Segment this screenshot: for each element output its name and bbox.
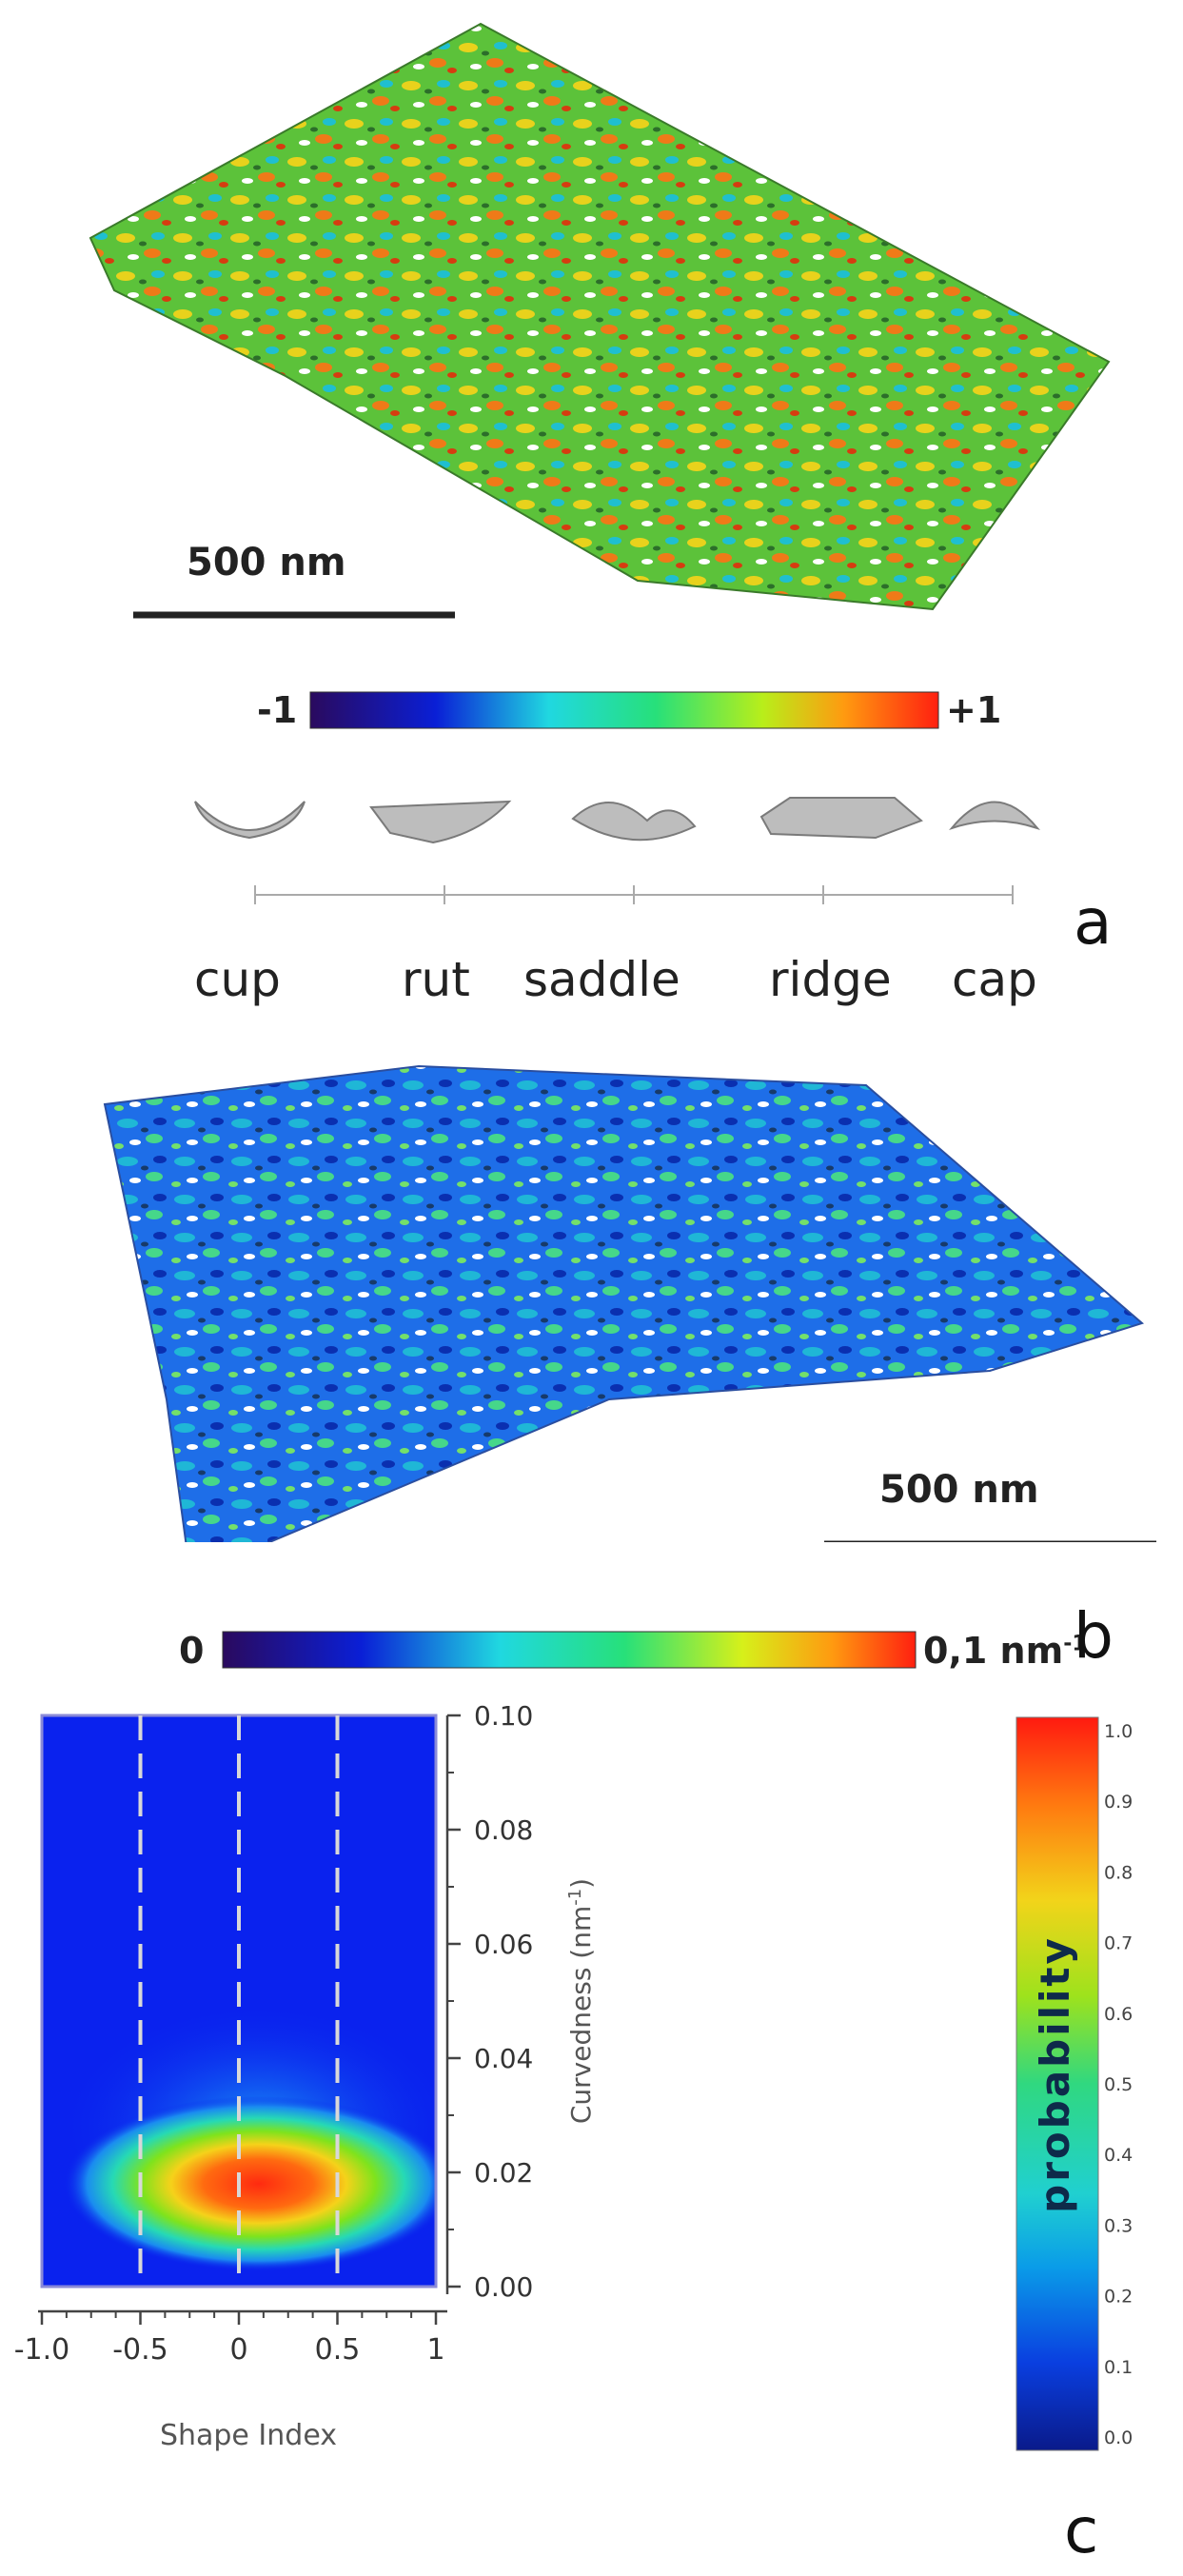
- y-axis-label: Curvedness (nm-1): [565, 1878, 597, 2124]
- colorbar-b-max-sup: -1: [1063, 1632, 1087, 1656]
- colorbar-tick-label: 1.0: [1104, 1721, 1133, 1742]
- shape-label-ridge: ridge: [769, 952, 892, 1007]
- panel-a-graphics: [89, 22, 1111, 904]
- y-tick-label: 0.08: [474, 1814, 533, 1846]
- shape-label-rut: rut: [402, 952, 470, 1007]
- panel-letter-b: b: [1074, 1599, 1114, 1673]
- shape-icons: [194, 797, 1040, 844]
- colorbar-tick-label: 0.4: [1104, 2145, 1133, 2166]
- y-tick-label: 0.10: [474, 1700, 533, 1732]
- colorbar-a-max: +1: [946, 689, 1002, 731]
- ridge-icon: [759, 797, 923, 840]
- scalebar-a-label: 500 nm: [187, 541, 346, 585]
- x-tick-label: 0: [229, 2333, 247, 2367]
- panel-letter-a: a: [1074, 885, 1113, 959]
- x-axis-label: Shape Index: [160, 2419, 337, 2452]
- probability-colorbar: [1015, 1716, 1099, 2451]
- colorbar-tick-label: 0.6: [1104, 2004, 1133, 2025]
- colorbar-tick-label: 0.7: [1104, 1933, 1133, 1954]
- colorbar-a-min: -1: [257, 689, 298, 731]
- y-tick-label: 0.00: [474, 2271, 533, 2303]
- panel-letter-c: c: [1064, 2494, 1099, 2567]
- colorbar-b: [222, 1631, 917, 1669]
- saddle-icon: [571, 802, 697, 842]
- cup-icon: [194, 801, 306, 840]
- y-tick-label: 0.02: [474, 2157, 533, 2189]
- colorbar-tick-label: 0.3: [1104, 2215, 1133, 2236]
- colorbar-a: [309, 691, 939, 729]
- heatmap-area: [42, 1715, 436, 2287]
- y-tick-label: 0.06: [474, 1929, 533, 1960]
- colorbar-tick-label: 0.0: [1104, 2427, 1133, 2448]
- surface-render-a: [89, 22, 1111, 611]
- surface-render-b: [103, 1064, 1145, 1542]
- y-tick-label: 0.04: [474, 2043, 533, 2074]
- colorbar-b-max: 0,1 nm-1: [923, 1630, 1087, 1672]
- shape-label-saddle: saddle: [523, 952, 680, 1007]
- heatmap-chart: -1.0 -0.5 0 0.5 1 Shape Index 0.00 0.02 0.04 0.06…: [14, 1700, 1133, 2452]
- cap-icon: [949, 801, 1040, 831]
- colorbar-tick-label: 0.2: [1104, 2287, 1133, 2308]
- heatmap-density-peak: [63, 2096, 436, 2271]
- shape-label-cup: cup: [194, 952, 281, 1007]
- x-tick-label: -1.0: [14, 2333, 70, 2367]
- shape-label-cap: cap: [952, 952, 1037, 1007]
- colorbar-title: probability: [1032, 1935, 1078, 2213]
- colorbar-tick-label: 0.8: [1104, 1862, 1133, 1883]
- scalebar-b-label: 500 nm: [879, 1468, 1039, 1512]
- x-tick-label: 0.5: [315, 2333, 361, 2367]
- colorbar-tick-label: 0.1: [1104, 2357, 1133, 2378]
- colorbar-b-graphics: [222, 1631, 917, 1669]
- colorbar-tick-label: 0.9: [1104, 1792, 1133, 1813]
- x-tick-label: 1: [426, 2333, 444, 2367]
- x-tick-label: -0.5: [112, 2333, 168, 2367]
- colorbar-b-min: 0: [179, 1630, 205, 1672]
- panel-b-graphics: [103, 1064, 1156, 1542]
- colorbar-tick-label: 0.5: [1104, 2074, 1133, 2095]
- colorbar-b-max-text: 0,1 nm: [923, 1630, 1064, 1672]
- rut-icon: [369, 800, 512, 844]
